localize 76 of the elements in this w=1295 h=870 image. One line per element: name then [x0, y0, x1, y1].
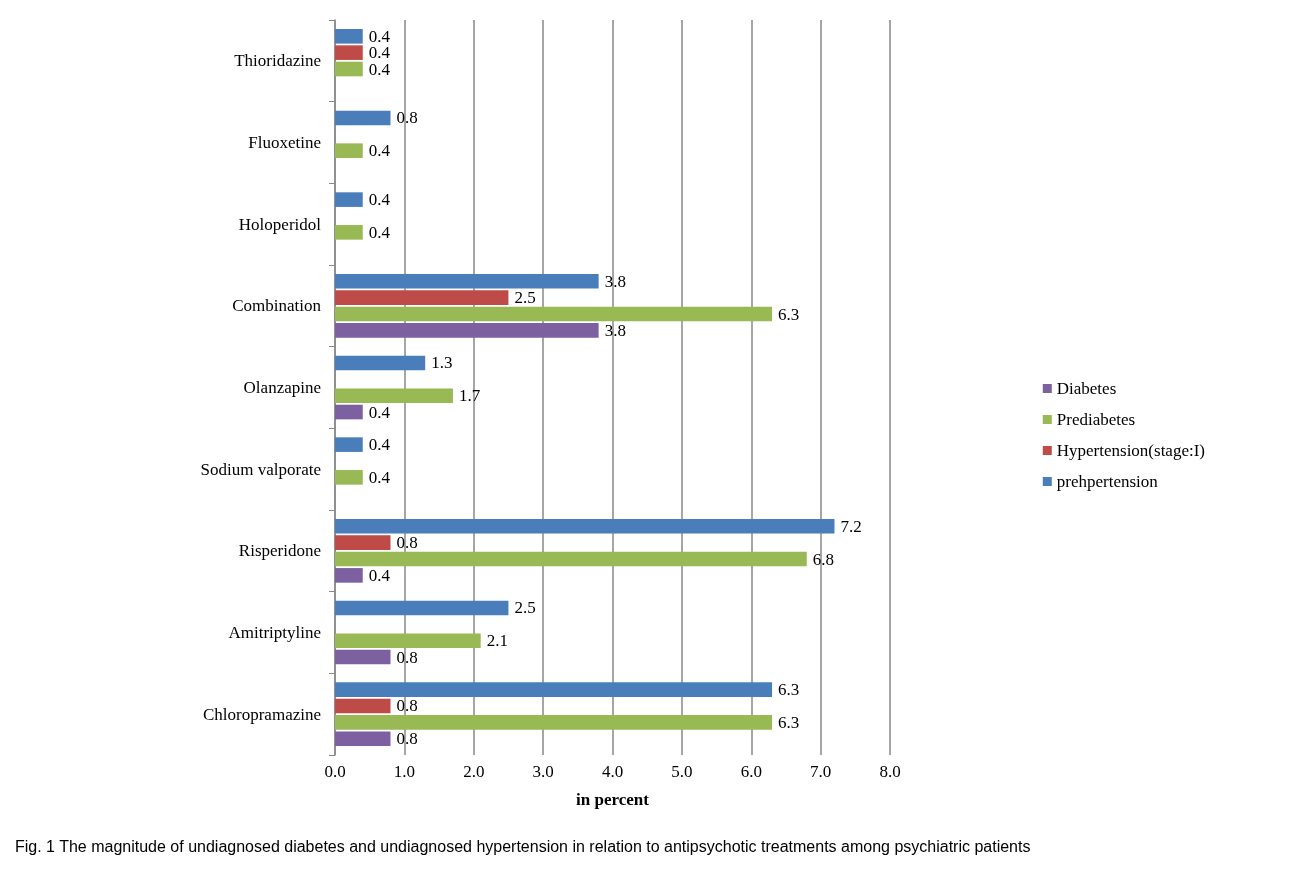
data-label: 0.8 — [396, 108, 418, 128]
legend-label: Prediabetes — [1056, 410, 1136, 429]
bar — [335, 698, 391, 714]
legend-label: prehpertension — [1056, 472, 1159, 491]
data-label: 0.4 — [368, 141, 391, 161]
data-label: 0.8 — [396, 696, 418, 716]
legend-label: Hypertension(stage:I) — [1056, 441, 1206, 460]
y-tick-label: Chloropramazine — [202, 704, 321, 724]
y-tick-label: Sodium valporate — [200, 459, 321, 479]
bar — [335, 388, 453, 403]
caption: Fig. 1 The magnitude of undiagnosed diabetes and undiagnosed hypertension in relation to antipsychotic treatments among psychiatric patients — [15, 837, 1031, 855]
bar — [335, 192, 363, 207]
data-label: 1.3 — [431, 353, 453, 373]
data-label: 6.3 — [778, 712, 800, 732]
data-label: 2.5 — [514, 598, 536, 618]
bar — [335, 110, 391, 126]
bar — [335, 404, 363, 420]
bar — [335, 649, 391, 665]
bar — [335, 225, 363, 240]
data-label: 0.4 — [368, 190, 391, 210]
y-tick-label: Fluoxetine — [248, 133, 321, 152]
data-label: 2.5 — [514, 288, 536, 308]
bar — [335, 731, 391, 747]
data-label: 6.8 — [812, 549, 834, 569]
y-tick-label: Holoperidol — [238, 214, 322, 234]
bar — [335, 633, 481, 648]
bar — [335, 600, 509, 616]
bar — [335, 28, 363, 44]
bar — [335, 715, 773, 730]
bar — [335, 323, 599, 338]
bar — [335, 290, 509, 305]
data-label: 0.4 — [368, 467, 391, 487]
legend-label: Diabetes — [1056, 379, 1117, 398]
x-tick-label: 1.0 — [393, 762, 415, 781]
data-label: 0.4 — [368, 222, 391, 242]
bar — [335, 470, 363, 485]
data-label: 6.3 — [778, 304, 800, 324]
data-label: 0.4 — [368, 26, 391, 46]
bar — [335, 551, 807, 567]
x-tick-label: 6.0 — [740, 762, 762, 781]
data-label: 0.8 — [396, 533, 418, 553]
data-label: 6.3 — [778, 680, 800, 700]
bar — [335, 682, 773, 697]
y-tick-label: Olanzapine — [243, 378, 321, 397]
y-tick-label: Combination — [232, 296, 322, 316]
bar — [335, 568, 363, 583]
bar — [335, 273, 599, 289]
y-tick-label: Risperidone — [238, 541, 321, 561]
data-label: 2.1 — [486, 631, 508, 651]
bar — [335, 355, 426, 371]
x-tick-label: 7.0 — [810, 762, 832, 781]
y-tick-label: Amitriptyline — [228, 623, 321, 642]
x-tick-label: 3.0 — [532, 762, 554, 781]
data-label: 3.8 — [604, 271, 626, 291]
bar — [335, 61, 363, 77]
x-tick-label: 0.0 — [324, 762, 346, 781]
data-label: 0.8 — [396, 647, 418, 667]
data-label: 0.4 — [368, 402, 391, 422]
x-tick-label: 8.0 — [879, 762, 901, 781]
data-label: 3.8 — [604, 320, 626, 340]
data-label: 0.4 — [368, 435, 391, 455]
bar — [335, 306, 773, 322]
y-tick-label: Thioridazine — [234, 51, 321, 71]
data-label: 0.4 — [368, 565, 391, 585]
bar — [335, 518, 835, 534]
data-label: 0.8 — [396, 729, 418, 749]
bar — [335, 535, 391, 550]
x-tick-label: 2.0 — [463, 762, 485, 781]
bar — [335, 143, 363, 158]
x-tick-label: 5.0 — [671, 762, 693, 781]
bar — [335, 45, 363, 60]
data-label: 1.7 — [458, 386, 481, 406]
x-tick-label: 4.0 — [601, 762, 624, 781]
x-axis-title: in percent — [576, 790, 650, 809]
data-label: 7.2 — [840, 516, 862, 536]
bar — [335, 437, 363, 452]
